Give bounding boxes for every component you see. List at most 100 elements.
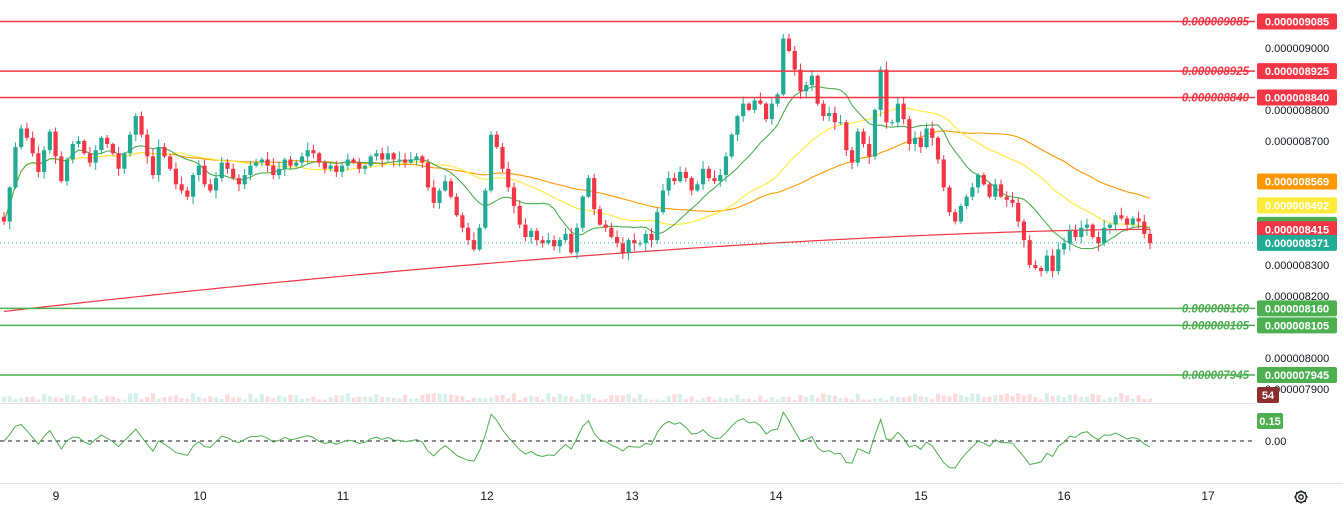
price-axis: 0.000009000 0.000008800 0.000008700 0.00000… — [1265, 43, 1329, 448]
ma-yellow-line — [3, 107, 1151, 230]
price-levels: 0.000009085 0.000008925 0.000008840 0.00000… — [0, 17, 1255, 382]
resistance-badge-label: 0.000008925 — [1265, 66, 1329, 78]
volume-bar — [1044, 393, 1049, 402]
volume-bar — [420, 394, 425, 402]
price-badges: 0.0000090850.0000089250.0000088400.00000… — [1257, 13, 1337, 429]
volume-bar — [861, 399, 866, 402]
candle — [82, 140, 87, 154]
volume-bar — [729, 397, 734, 402]
price-axis-label: 0.000009000 — [1265, 43, 1329, 55]
volume-bar — [271, 398, 276, 402]
candle — [529, 230, 534, 238]
volume-bar — [947, 396, 952, 402]
support-badge-label: 0.000008160 — [1265, 303, 1329, 315]
candle — [867, 143, 872, 157]
candle — [391, 153, 396, 160]
candle — [735, 116, 740, 135]
candle — [546, 240, 551, 244]
volume-bar — [672, 394, 677, 402]
volume-bar — [225, 394, 230, 402]
volume-bar — [827, 394, 832, 402]
volume-bar — [460, 396, 465, 402]
candle — [987, 184, 992, 197]
candle — [448, 181, 454, 197]
candle — [145, 134, 150, 157]
candle — [500, 147, 505, 169]
volume-bar — [689, 396, 694, 402]
volume-bar — [294, 395, 299, 402]
candle — [781, 38, 786, 95]
candle — [890, 122, 895, 124]
volume-bar — [987, 396, 992, 402]
candle — [1136, 218, 1141, 222]
volume-badge — [1257, 387, 1279, 403]
volume-bar — [1073, 394, 1078, 402]
volume-bar — [655, 399, 660, 402]
candle — [1130, 218, 1135, 225]
volume-bar — [1113, 396, 1118, 402]
volume-bar — [1142, 398, 1147, 402]
price-axis-label: 0.000008700 — [1265, 136, 1329, 148]
volume-bar — [248, 393, 253, 402]
resistance-level-label: 0.000008925 — [1182, 66, 1250, 78]
volume-bar — [42, 393, 47, 402]
candle — [1084, 224, 1090, 228]
volume-bar — [282, 397, 287, 402]
candle — [70, 143, 75, 160]
volume-bar — [36, 399, 41, 402]
volume-bar — [362, 396, 368, 402]
candle — [213, 178, 219, 191]
volume-bar — [695, 399, 700, 402]
resistance-badge-label: 0.000009085 — [1265, 17, 1329, 29]
volume-bar — [1027, 394, 1032, 402]
candle — [1033, 264, 1038, 269]
volume-bar — [723, 398, 729, 402]
volume-bar — [935, 393, 941, 402]
candle — [517, 206, 522, 225]
candle — [1096, 237, 1101, 244]
candle — [408, 159, 413, 163]
time-axis-label: 15 — [914, 489, 928, 503]
volume-bar — [895, 396, 900, 402]
volume-bar — [1079, 396, 1084, 402]
candle — [895, 103, 900, 123]
candle — [580, 196, 585, 228]
volume-bars — [1, 393, 1153, 402]
candle — [305, 150, 310, 157]
volume-bar — [403, 394, 408, 402]
candle — [1044, 255, 1049, 272]
volume-bar — [443, 393, 448, 402]
candle — [225, 162, 230, 169]
volume-bar — [339, 395, 345, 402]
volume-bar — [551, 396, 557, 402]
candle — [506, 168, 511, 188]
volume-bar — [1021, 395, 1027, 402]
volume-bar — [511, 393, 517, 402]
time-axis-label: 14 — [769, 489, 783, 503]
gear-icon[interactable] — [1293, 489, 1309, 505]
candle — [345, 159, 350, 166]
candle — [294, 162, 299, 166]
volume-bar — [59, 398, 64, 402]
candle — [139, 116, 144, 135]
resistance-level-label: 0.000009085 — [1182, 17, 1250, 29]
candle — [47, 131, 52, 151]
volume-bar — [110, 396, 115, 402]
volume-bar — [145, 396, 150, 402]
candle — [13, 147, 18, 188]
candle — [1056, 249, 1061, 272]
volume-bar — [958, 395, 964, 402]
support-badge-label: 0.000008105 — [1265, 320, 1329, 332]
candle — [322, 162, 327, 169]
candle — [827, 112, 832, 117]
support-badge — [1257, 300, 1337, 317]
volume-bar — [190, 393, 196, 402]
candle — [597, 209, 603, 225]
volume-bar — [345, 393, 350, 402]
candle — [397, 159, 402, 161]
candle — [36, 153, 41, 172]
volume-bar — [7, 396, 12, 402]
candle — [282, 159, 287, 169]
